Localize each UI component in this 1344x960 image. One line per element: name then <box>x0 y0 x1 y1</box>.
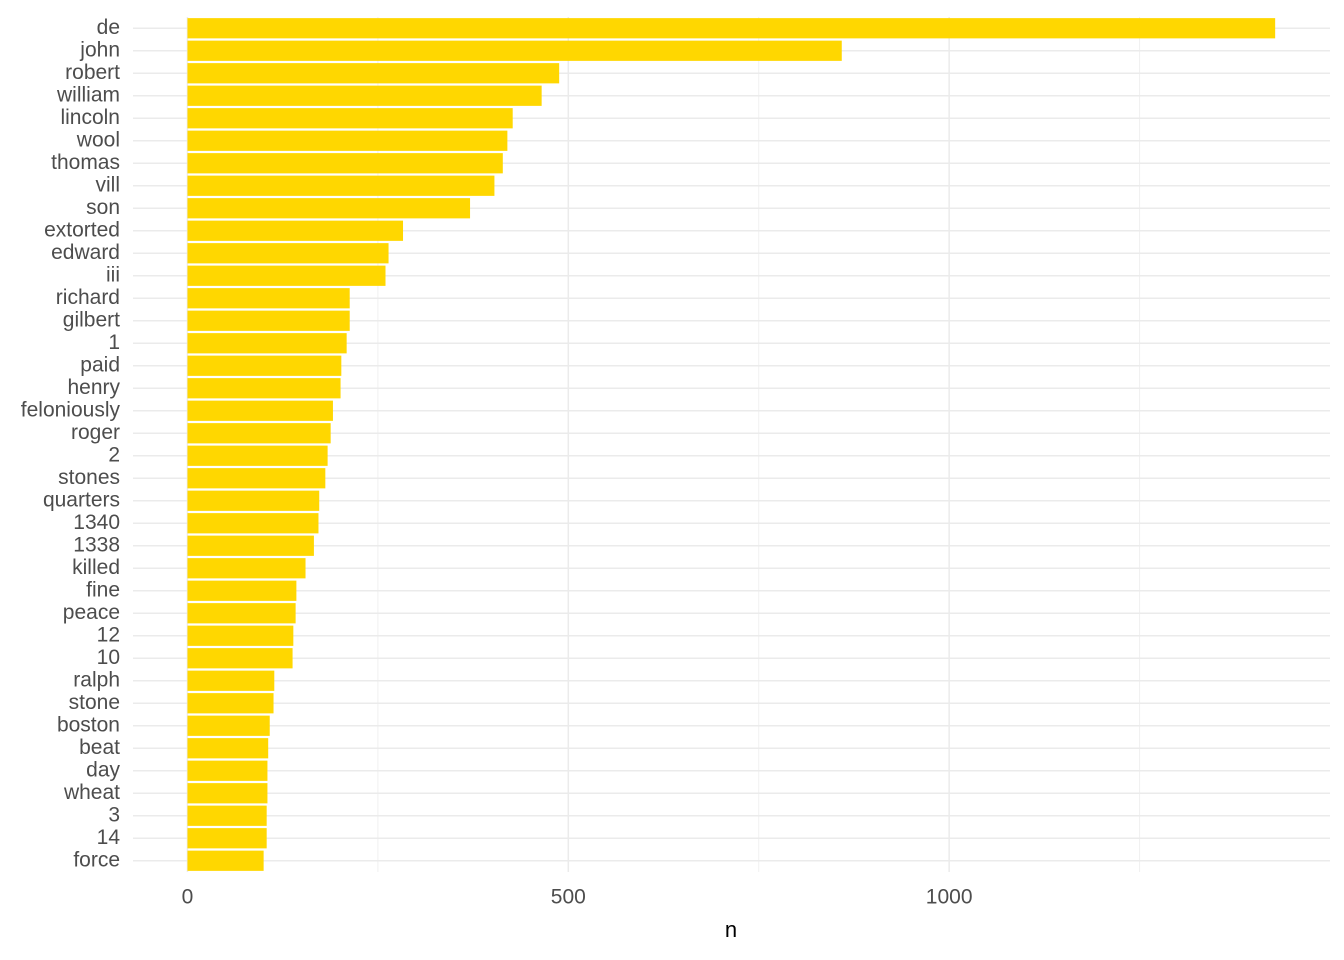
bar <box>187 468 326 489</box>
bar <box>187 648 293 669</box>
bar <box>187 288 350 309</box>
y-tick-label: ralph <box>73 668 120 691</box>
bar <box>187 378 341 399</box>
bar <box>187 738 269 759</box>
y-tick-label: force <box>73 848 120 871</box>
bar <box>187 40 842 61</box>
bar <box>187 490 320 511</box>
bar <box>187 670 275 691</box>
y-tick-label: boston <box>57 713 120 736</box>
y-tick-label: peace <box>63 601 120 624</box>
y-tick-label: 3 <box>108 803 120 826</box>
bar <box>187 535 314 556</box>
y-tick-label: quarters <box>43 488 120 511</box>
bar <box>187 243 389 264</box>
y-tick-label: 1 <box>108 331 120 354</box>
y-tick-label: extorted <box>44 218 120 241</box>
x-tick-label: 500 <box>551 886 586 909</box>
y-tick-label: 1338 <box>73 533 120 556</box>
bar <box>187 63 560 84</box>
y-tick-label: lincoln <box>60 106 120 129</box>
y-tick-label: 12 <box>97 623 120 646</box>
y-tick-label: 1340 <box>73 511 120 534</box>
y-tick-label: henry <box>67 376 120 399</box>
y-tick-label: 2 <box>108 443 120 466</box>
y-tick-label: robert <box>65 61 120 84</box>
y-tick-label: roger <box>71 421 120 444</box>
y-tick-label: feloniously <box>21 398 121 421</box>
y-tick-label: killed <box>72 556 120 579</box>
bar <box>187 198 471 219</box>
y-tick-label: fine <box>86 578 120 601</box>
bar <box>187 108 513 129</box>
y-tick-label: de <box>97 16 120 39</box>
bar <box>187 580 297 601</box>
x-tick-label: 1000 <box>926 886 973 909</box>
y-tick-label: iii <box>106 263 120 286</box>
bar <box>187 805 267 826</box>
y-tick-label: wheat <box>63 781 120 804</box>
y-tick-label: thomas <box>51 151 120 174</box>
bar <box>187 130 508 151</box>
y-tick-label: 10 <box>97 646 120 669</box>
bar <box>187 175 495 196</box>
y-tick-label: wool <box>76 128 120 151</box>
y-tick-label: william <box>56 83 120 106</box>
bar <box>187 760 268 781</box>
bar <box>187 783 268 804</box>
bar <box>187 400 333 421</box>
y-tick-label: stones <box>58 466 120 489</box>
bar <box>187 310 350 331</box>
bar <box>187 265 386 286</box>
bar <box>187 220 404 241</box>
bar <box>187 423 331 444</box>
y-tick-label: richard <box>56 286 120 309</box>
y-tick-label: paid <box>80 353 120 376</box>
y-tick-label: son <box>86 196 120 219</box>
bar <box>187 693 274 714</box>
bar <box>187 715 270 736</box>
bar <box>187 850 264 871</box>
y-tick-label: edward <box>51 241 120 264</box>
x-tick-label: 0 <box>182 886 194 909</box>
bar <box>187 603 296 624</box>
y-tick-label: john <box>79 38 120 61</box>
bar <box>187 333 347 354</box>
y-tick-label: 14 <box>97 826 121 849</box>
x-axis-title: n <box>725 917 737 942</box>
y-tick-label: gilbert <box>63 308 120 331</box>
bar <box>187 558 306 579</box>
bar <box>187 625 294 646</box>
bar <box>187 153 503 174</box>
bar <box>187 85 542 106</box>
y-tick-label: stone <box>69 691 120 714</box>
y-tick-label: vill <box>96 173 121 196</box>
y-tick-label: beat <box>79 736 120 759</box>
bar <box>187 828 267 849</box>
y-tick-label: day <box>86 758 120 781</box>
bar <box>187 18 1276 39</box>
bar <box>187 445 328 466</box>
bar <box>187 355 342 376</box>
bar <box>187 513 319 534</box>
